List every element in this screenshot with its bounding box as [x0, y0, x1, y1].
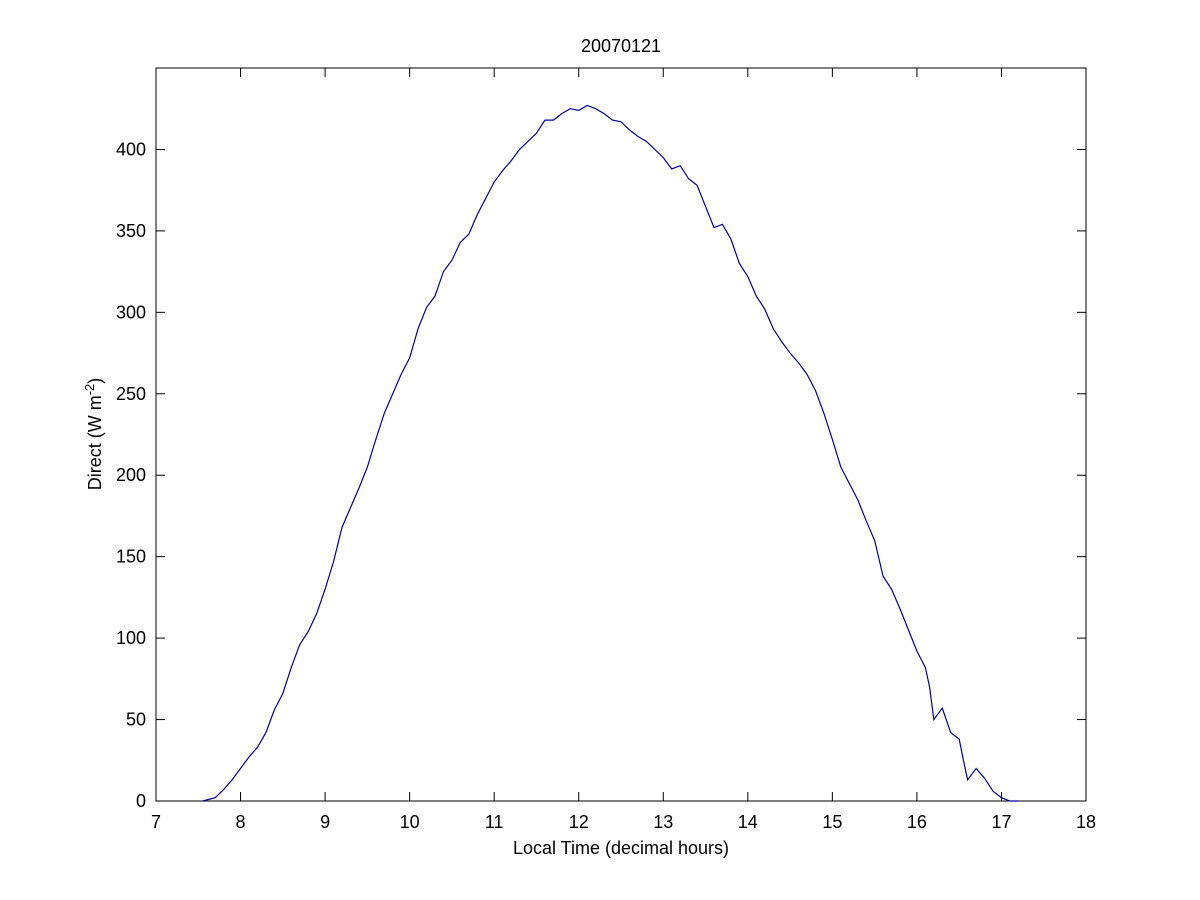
- y-tick-label: 150: [116, 547, 146, 567]
- x-tick-label: 11: [485, 812, 504, 832]
- y-tick-label: 100: [116, 628, 146, 648]
- x-tick-label: 12: [569, 812, 589, 832]
- x-tick-label: 10: [400, 812, 420, 832]
- y-tick-label: 350: [116, 221, 146, 241]
- x-tick-label: 14: [738, 812, 758, 832]
- x-tick-label: 15: [822, 812, 842, 832]
- data-line: [202, 104, 1019, 802]
- y-axis-label-end: ): [85, 378, 105, 384]
- y-tick-label: 50: [126, 710, 146, 730]
- x-tick-label: 16: [907, 812, 927, 832]
- y-tick-label: 200: [116, 465, 146, 485]
- y-tick-label: 0: [136, 791, 146, 811]
- y-axis-label-sup: -2: [82, 384, 97, 396]
- x-tick-label: 8: [236, 812, 246, 832]
- y-tick-label: 400: [116, 139, 146, 159]
- y-axis-label-text: Direct (W m: [85, 395, 105, 490]
- chart-title: 20070121: [581, 36, 661, 56]
- y-tick-label: 250: [116, 384, 146, 404]
- x-tick-label: 7: [151, 812, 161, 832]
- x-tick-label: 17: [991, 812, 1011, 832]
- y-axis-label: Direct (W m-2): [82, 378, 105, 491]
- x-tick-label: 9: [320, 812, 330, 832]
- y-tick-label: 300: [116, 302, 146, 322]
- x-axis-label: Local Time (decimal hours): [513, 838, 729, 858]
- x-tick-label: 18: [1076, 812, 1096, 832]
- plot-area: [155, 67, 1087, 802]
- x-tick-label: 13: [653, 812, 673, 832]
